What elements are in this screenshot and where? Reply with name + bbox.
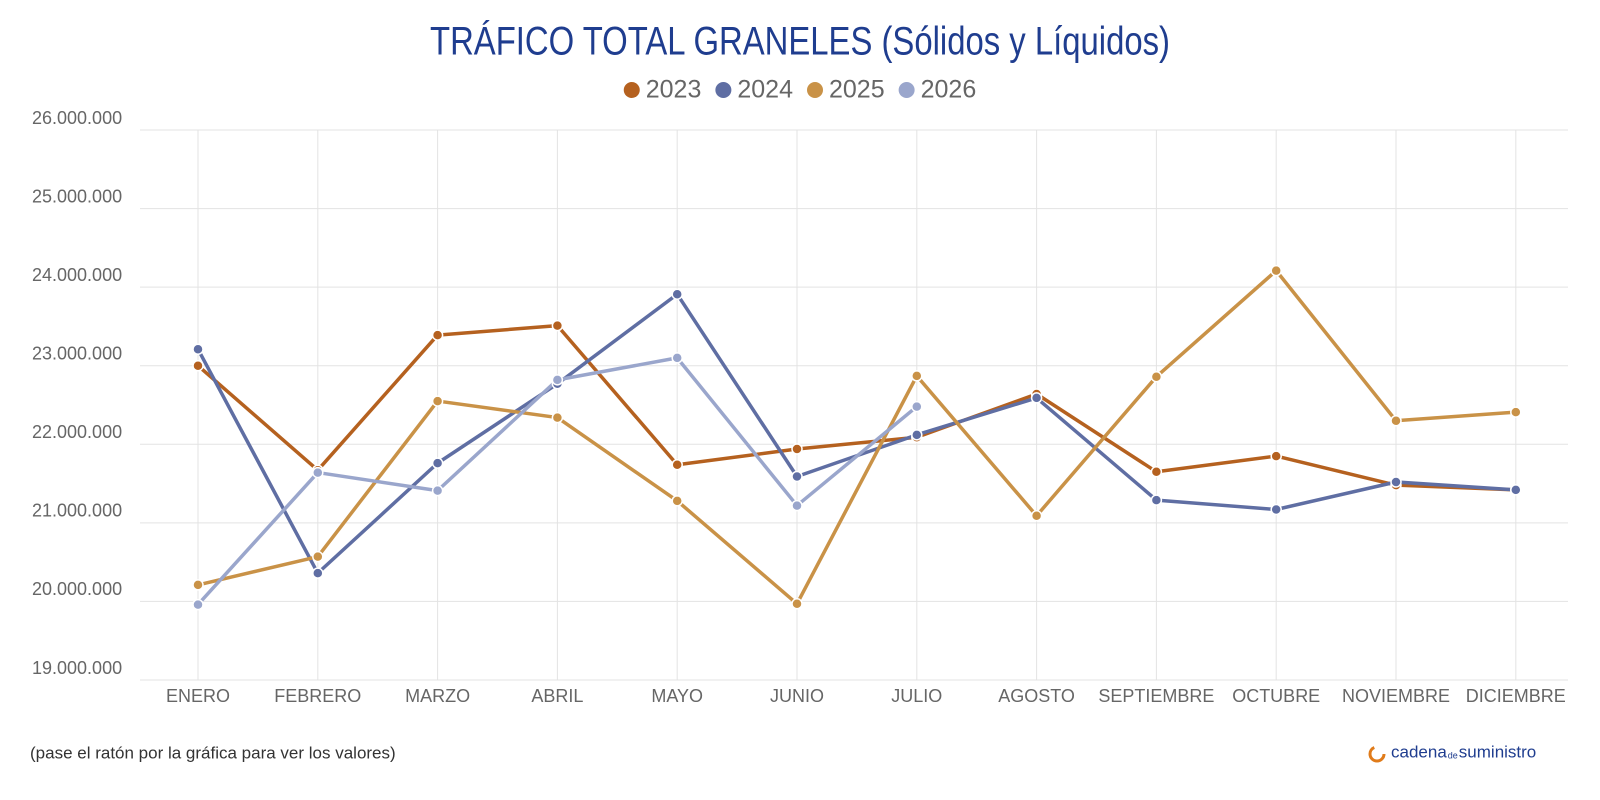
x-tick-label: MAYO [651, 686, 703, 706]
data-point [1270, 503, 1282, 516]
data-point [1390, 414, 1402, 427]
data-point [671, 288, 683, 300]
data-point [1270, 264, 1282, 277]
logo-icon [1368, 745, 1386, 763]
data-point [1390, 476, 1402, 488]
legend-marker [807, 82, 823, 98]
brand-text: suministro [1459, 742, 1536, 761]
chart-title: TRÁFICO TOTAL GRANELES (Sólidos y Líquid… [430, 19, 1170, 64]
data-point [431, 395, 444, 407]
data-point [1150, 370, 1163, 383]
data-point [671, 352, 683, 364]
data-point [791, 499, 803, 512]
data-point [192, 598, 204, 611]
y-tick-label: 24.000.000 [32, 265, 122, 285]
legend-label: 2025 [829, 76, 885, 104]
data-point [791, 443, 803, 455]
x-tick-label: DICIEMBRE [1466, 686, 1566, 706]
y-tick-label: 26.000.000 [32, 108, 122, 128]
data-point [1510, 484, 1522, 496]
data-point [1150, 466, 1163, 478]
legend: 2023 2024 2025 2026 [623, 76, 977, 104]
legend-label: 2023 [646, 76, 702, 104]
data-point [431, 457, 444, 469]
brand-logo: cadena de suministro [1368, 742, 1536, 763]
legend-label: 2024 [737, 76, 793, 104]
y-tick-label: 22.000.000 [32, 422, 122, 442]
data-point [192, 579, 204, 591]
y-tick-label: 25.000.000 [32, 186, 122, 206]
note: (pase el ratón por la gráfica para ver l… [30, 743, 396, 762]
y-tick-label: 19.000.000 [32, 658, 122, 678]
data-point [671, 495, 683, 507]
series-line [197, 268, 1516, 606]
data-point [911, 429, 923, 441]
y-tick-label: 23.000.000 [32, 343, 122, 363]
data-point [1030, 510, 1043, 522]
data-point [1510, 406, 1522, 418]
x-tick-label: NOVIEMBRE [1342, 686, 1450, 706]
x-tick-label: ABRIL [531, 686, 583, 706]
brand-text: de [1448, 750, 1458, 760]
data-point [911, 370, 923, 382]
legend-marker [898, 82, 915, 98]
x-tick-label: JULIO [891, 686, 942, 706]
x-tick-label: AGOSTO [998, 686, 1075, 706]
legend-marker [715, 82, 732, 98]
series-line [196, 292, 1516, 575]
legend-marker [623, 82, 640, 98]
data-point [911, 400, 923, 413]
data-point [312, 466, 324, 479]
x-tick-label: FEBRERO [274, 686, 361, 706]
data-point [1030, 392, 1043, 404]
data-point [1150, 494, 1163, 506]
data-point [312, 567, 324, 579]
data-point [312, 550, 324, 563]
data-point [192, 343, 204, 355]
y-tick-label: 20.000.000 [32, 579, 122, 599]
data-point [551, 319, 564, 332]
y-tick-label: 21.000.000 [32, 501, 122, 521]
data-point [551, 411, 564, 424]
data-point [791, 598, 803, 610]
brand-text: cadena [1391, 742, 1447, 761]
series-line [196, 323, 1516, 492]
x-tick-label: ENERO [166, 686, 230, 706]
data-point [192, 359, 204, 372]
data-point [431, 329, 444, 341]
x-tick-label: OCTUBRE [1232, 686, 1320, 706]
data-point [431, 484, 444, 497]
data-point [671, 458, 683, 471]
data-point [791, 470, 803, 483]
x-tick-label: MARZO [405, 686, 470, 706]
data-point [1270, 450, 1282, 462]
data-point [551, 374, 564, 386]
legend-label: 2026 [921, 76, 977, 104]
x-tick-label: SEPTIEMBRE [1098, 686, 1214, 706]
x-tick-label: JUNIO [770, 686, 824, 706]
